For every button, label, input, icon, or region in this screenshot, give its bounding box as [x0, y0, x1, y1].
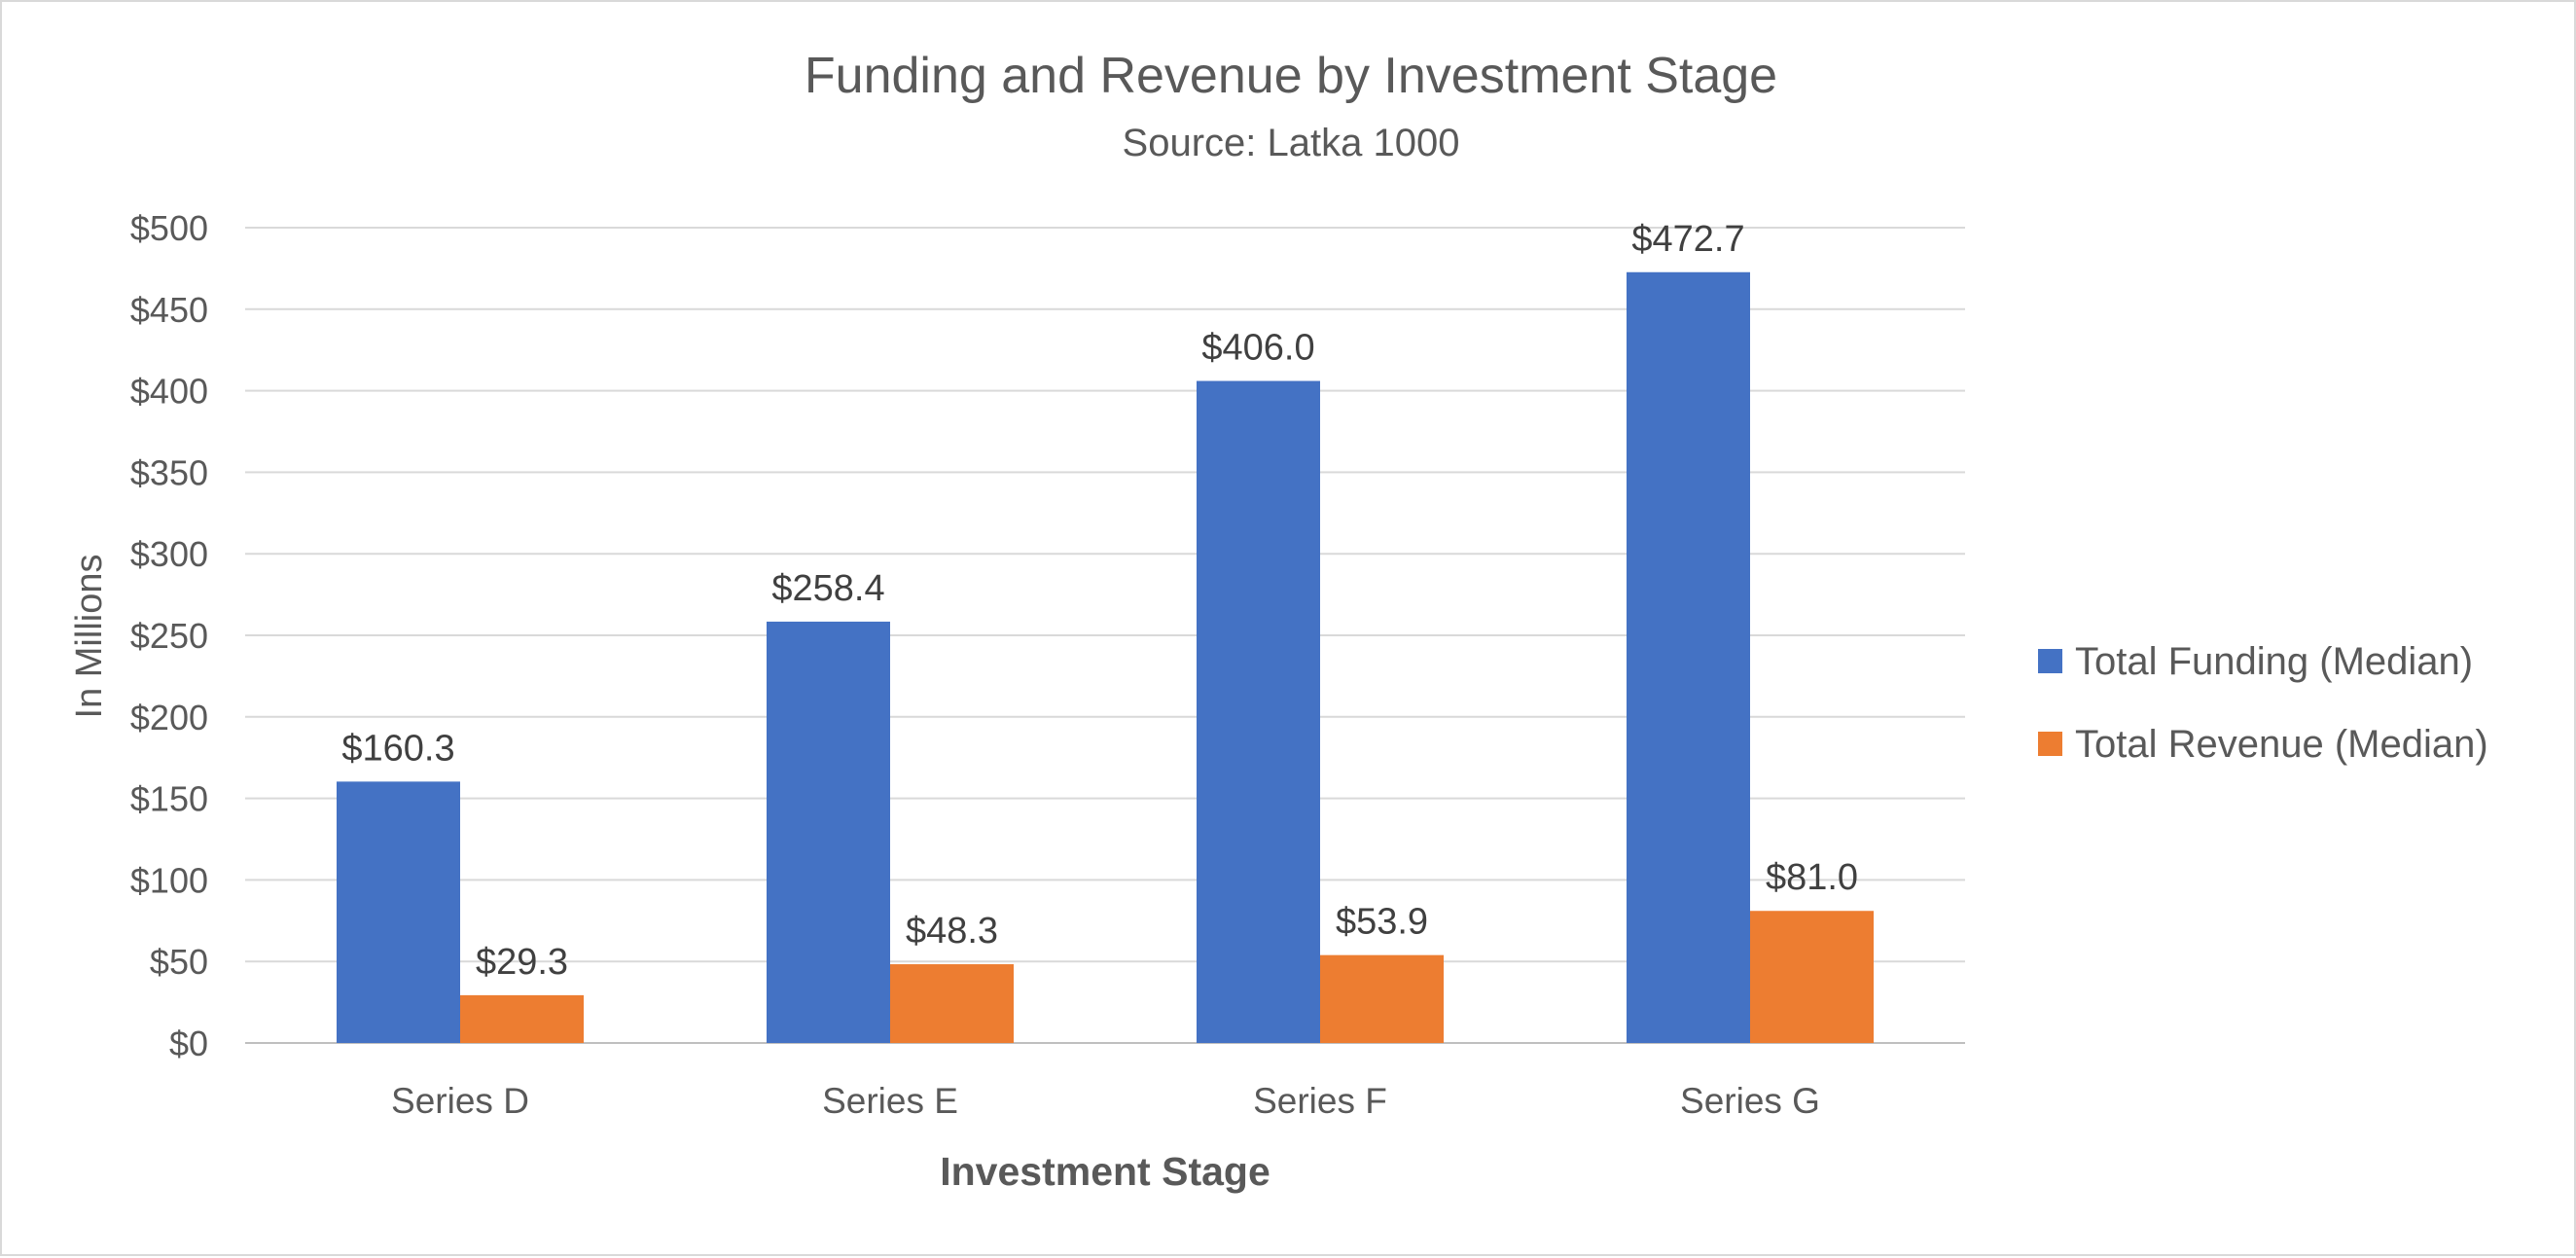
x-tick-label: Series E	[822, 1081, 958, 1121]
data-label: $472.7	[1631, 219, 1744, 260]
bar-revenue	[1320, 954, 1444, 1043]
bar-funding	[1627, 271, 1750, 1044]
y-tick-label: $0	[169, 1024, 208, 1063]
y-axis-title: In Millions	[69, 555, 110, 719]
y-tick-label: $300	[130, 534, 208, 574]
data-label: $29.3	[476, 942, 568, 983]
y-tick-label: $200	[130, 698, 208, 737]
y-tick-label: $350	[130, 452, 208, 492]
x-tick-label: Series G	[1680, 1081, 1820, 1121]
x-tick-label: Series F	[1253, 1081, 1387, 1121]
data-label: $258.4	[771, 568, 884, 609]
y-tick-label: $500	[130, 208, 208, 248]
data-label: $48.3	[906, 911, 998, 952]
data-labels: $160.3 $29.3 $258.4 $48.3 $406.0 $53.9 $472.7 $…	[341, 219, 1858, 983]
y-tick-label: $50	[150, 942, 208, 982]
y-tick-label: $450	[130, 290, 208, 330]
legend-swatch	[2038, 732, 2062, 756]
y-tick-label: $400	[130, 372, 208, 412]
x-axis-title: Investment Stage	[940, 1149, 1270, 1194]
bar-revenue	[890, 964, 1014, 1043]
bar-revenue	[1750, 911, 1874, 1043]
y-axis-ticks: $0 $50 $100 $150 $200 $250 $300 $350 $400 $450 $50…	[130, 208, 208, 1063]
legend-swatch	[2038, 649, 2062, 673]
bar-revenue	[460, 994, 584, 1043]
bar-funding	[767, 621, 890, 1043]
bar-funding	[337, 781, 460, 1043]
chart-subtitle: Source: Latka 1000	[1123, 122, 1460, 164]
data-label: $53.9	[1336, 902, 1428, 943]
data-label: $406.0	[1201, 328, 1314, 369]
y-tick-label: $250	[130, 616, 208, 656]
data-label: $160.3	[341, 728, 454, 769]
x-tick-label: Series D	[391, 1081, 529, 1121]
legend-label: Total Funding (Median)	[2075, 640, 2473, 683]
bar-funding	[1197, 380, 1320, 1043]
bars	[337, 271, 1874, 1044]
chart-title: Funding and Revenue by Investment Stage	[805, 48, 1777, 104]
y-tick-label: $100	[130, 860, 208, 900]
y-tick-label: $150	[130, 779, 208, 819]
data-label: $81.0	[1766, 857, 1858, 898]
x-axis-ticks: Series D Series E Series F Series G	[391, 1081, 1820, 1121]
legend-label: Total Revenue (Median)	[2075, 723, 2488, 766]
legend: Total Funding (Median) Total Revenue (Med…	[2038, 640, 2488, 766]
